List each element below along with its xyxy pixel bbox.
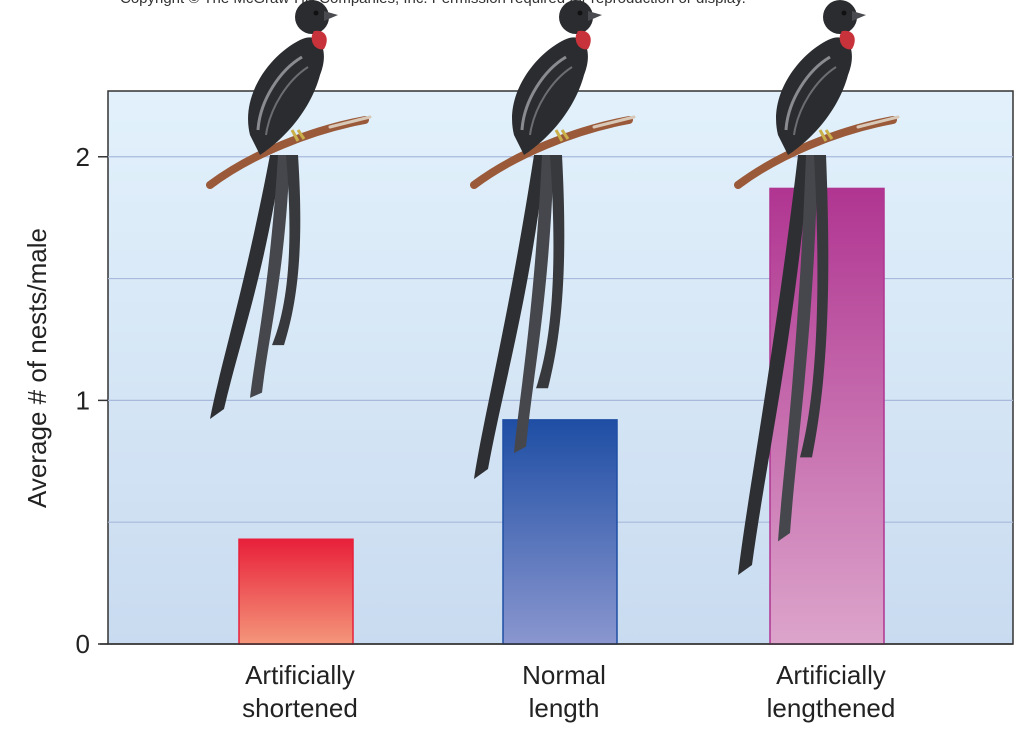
copyright-notice: Copyright © The McGraw-Hill Companies, I… — [120, 0, 920, 8]
widowbird-illustration — [470, 0, 636, 479]
y-tick-label: 2 — [76, 142, 90, 172]
x-category-label: Normal — [522, 660, 606, 690]
x-category-label: length — [529, 693, 600, 723]
bird-illustrations — [206, 0, 900, 575]
x-category-label: shortened — [242, 693, 358, 723]
y-tick-label: 1 — [76, 385, 90, 415]
x-category-label: Artificially — [245, 660, 355, 690]
bar — [238, 538, 354, 645]
y-tick-label: 0 — [76, 629, 90, 659]
widowbird-illustration — [734, 0, 900, 575]
x-category-label: lengthened — [767, 693, 896, 723]
y-axis-ticks: 0 1 2 — [76, 142, 108, 659]
widowbird-illustration — [206, 0, 372, 419]
y-axis-title: Average # of nests/male — [22, 228, 52, 508]
x-category-label: Artificially — [776, 660, 886, 690]
x-axis-labels: ArtificiallyshortenedNormallengthArtific… — [242, 660, 895, 723]
bar — [502, 419, 618, 645]
